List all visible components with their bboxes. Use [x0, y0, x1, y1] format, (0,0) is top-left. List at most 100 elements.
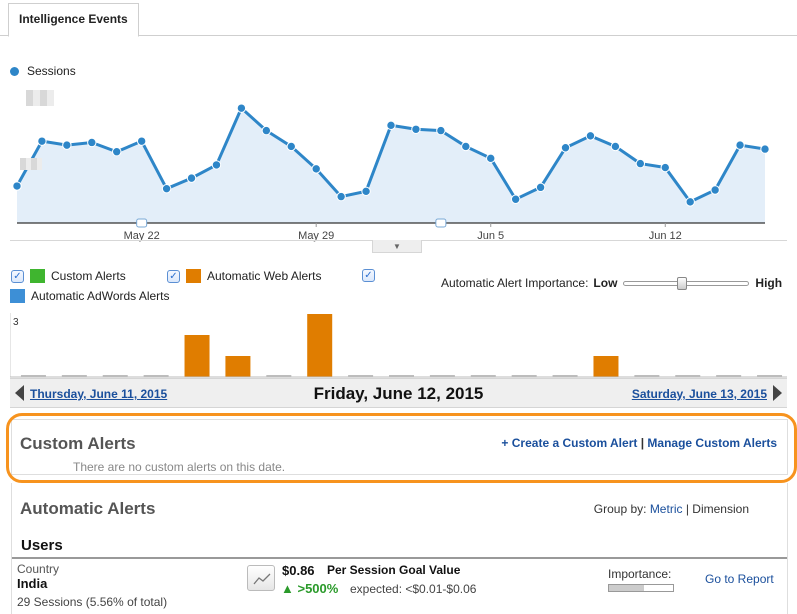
users-section-title: Users [21, 537, 63, 554]
sessions-point [12, 181, 22, 191]
web-alerts-toggle-label: Automatic Web Alerts [207, 269, 322, 283]
alert-bar-empty [348, 375, 374, 377]
x-tick-label: May 29 [298, 230, 334, 242]
y-axis-label-blurred-2 [20, 158, 42, 170]
importance-slider-track[interactable] [623, 276, 750, 290]
x-tick-label: May 22 [124, 230, 160, 242]
adwords-alerts-checkbox-wrap[interactable]: ✓ [362, 269, 381, 282]
previous-date-link[interactable]: Thursday, June 11, 2015 [30, 387, 168, 401]
annotation-marker-icon[interactable] [435, 218, 447, 228]
custom-alerts-checkbox[interactable]: ✓ [11, 269, 24, 283]
sessions-point [710, 185, 720, 195]
create-custom-alert-link[interactable]: + Create a Custom Alert [501, 436, 638, 450]
alert-dimension-value: India [17, 576, 48, 591]
sessions-point [461, 141, 471, 152]
chevron-down-icon: ▼ [393, 241, 401, 251]
adwords-alerts-toggle[interactable]: Automatic AdWords Alerts [10, 289, 170, 303]
alert-change: ▲ >500% [281, 581, 339, 596]
x-tick-label: Jun 12 [649, 230, 682, 242]
alert-bar[interactable] [225, 356, 251, 377]
bar-y-tick-label: 3 [13, 317, 19, 328]
sessions-point [535, 182, 546, 193]
tab-bar: Intelligence Events [0, 0, 797, 37]
alert-bar-empty [634, 375, 660, 377]
alert-bar[interactable] [593, 356, 619, 377]
web-alerts-swatch [186, 269, 201, 283]
alert-expected-range: expected: <$0.01-$0.06 [350, 582, 477, 596]
highlight-outline [6, 413, 797, 483]
alert-bar-empty [511, 375, 537, 377]
group-by-dimension[interactable]: Dimension [692, 502, 749, 516]
annotation-marker-icon[interactable] [136, 218, 148, 228]
custom-alerts-toggle[interactable]: ✓ Custom Alerts [11, 269, 126, 283]
alert-bar-empty [143, 375, 169, 377]
sessions-point [62, 140, 72, 150]
sessions-legend-label: Sessions [27, 64, 76, 78]
web-alerts-toggle[interactable]: ✓ Automatic Web Alerts [167, 269, 322, 283]
sessions-point [610, 141, 621, 152]
sessions-line-chart: May 22 May 29 Jun 5 Jun 12 [12, 91, 770, 242]
alert-bar-empty [552, 375, 578, 377]
sparkline-button[interactable] [247, 565, 275, 591]
sessions-point [411, 124, 421, 134]
next-arrow-icon[interactable] [773, 385, 782, 401]
custom-alerts-panel: Custom Alerts + Create a Custom Alert | … [11, 419, 788, 475]
importance-bar [608, 584, 674, 592]
manage-custom-alerts-link[interactable]: Manage Custom Alerts [647, 436, 777, 450]
sparkline-icon [253, 573, 271, 585]
sessions-point [635, 158, 646, 169]
adwords-alerts-checkbox[interactable]: ✓ [362, 269, 375, 282]
alert-metric-name: Per Session Goal Value [327, 563, 461, 577]
prev-arrow-icon[interactable] [15, 385, 24, 401]
importance-bar-fill [609, 585, 645, 591]
sessions-area [17, 108, 765, 223]
sessions-point [112, 147, 122, 157]
sessions-point [336, 191, 346, 202]
alert-sessions: 29 Sessions (5.56% of total) [17, 595, 168, 609]
group-by-control: Group by: Metric | Dimension [594, 502, 749, 516]
sessions-point [685, 197, 695, 207]
alerts-bar-chart: 3 [10, 313, 787, 378]
web-alerts-checkbox[interactable]: ✓ [167, 269, 180, 283]
adwords-alerts-toggle-label: Automatic AdWords Alerts [31, 289, 170, 303]
alert-bar[interactable] [184, 335, 210, 377]
alert-bar-empty [389, 375, 414, 377]
sessions-point [510, 194, 521, 204]
alert-bar-empty [61, 375, 87, 377]
x-tick-label: Jun 5 [477, 230, 504, 242]
sessions-point [436, 125, 446, 136]
links-separator: | [640, 436, 645, 450]
sessions-point [735, 140, 745, 150]
alert-bar[interactable] [307, 314, 333, 377]
sessions-point [361, 186, 371, 197]
go-to-report-link[interactable]: Go to Report [705, 572, 774, 586]
sessions-point [286, 141, 296, 152]
sessions-point [87, 137, 97, 148]
custom-alerts-links: + Create a Custom Alert | Manage Custom … [501, 436, 777, 450]
bar-plot-area [10, 313, 787, 377]
sessions-point [386, 120, 396, 131]
sessions-point [560, 143, 571, 153]
sessions-point [311, 164, 321, 174]
alert-bar-empty [470, 375, 496, 377]
sessions-point [186, 173, 197, 183]
tab-intelligence-events[interactable]: Intelligence Events [8, 3, 139, 37]
custom-alerts-swatch [30, 269, 45, 283]
sessions-point [660, 162, 670, 173]
importance-high-label: High [755, 276, 783, 290]
importance-slider-handle[interactable] [676, 276, 687, 290]
alert-bar-empty [675, 375, 701, 377]
alert-bar-empty [102, 375, 128, 377]
alert-importance-slider: Automatic Alert Importance: Low High [441, 276, 782, 290]
current-date: Friday, June 12, 2015 [313, 384, 484, 403]
custom-alerts-title: Custom Alerts [20, 434, 136, 453]
importance-slider-label: Automatic Alert Importance: [441, 276, 589, 290]
importance-label: Importance: [608, 567, 672, 581]
next-date-link[interactable]: Saturday, June 13, 2015 [631, 387, 767, 401]
alert-bar-empty [757, 375, 783, 377]
sessions-point [37, 136, 47, 146]
expand-chart-handle[interactable]: ▼ [372, 240, 422, 253]
chart-legend: Sessions [10, 64, 76, 78]
date-navigator: Thursday, June 11, 2015 Friday, June 12,… [10, 378, 787, 408]
group-by-metric-link[interactable]: Metric [649, 502, 683, 516]
